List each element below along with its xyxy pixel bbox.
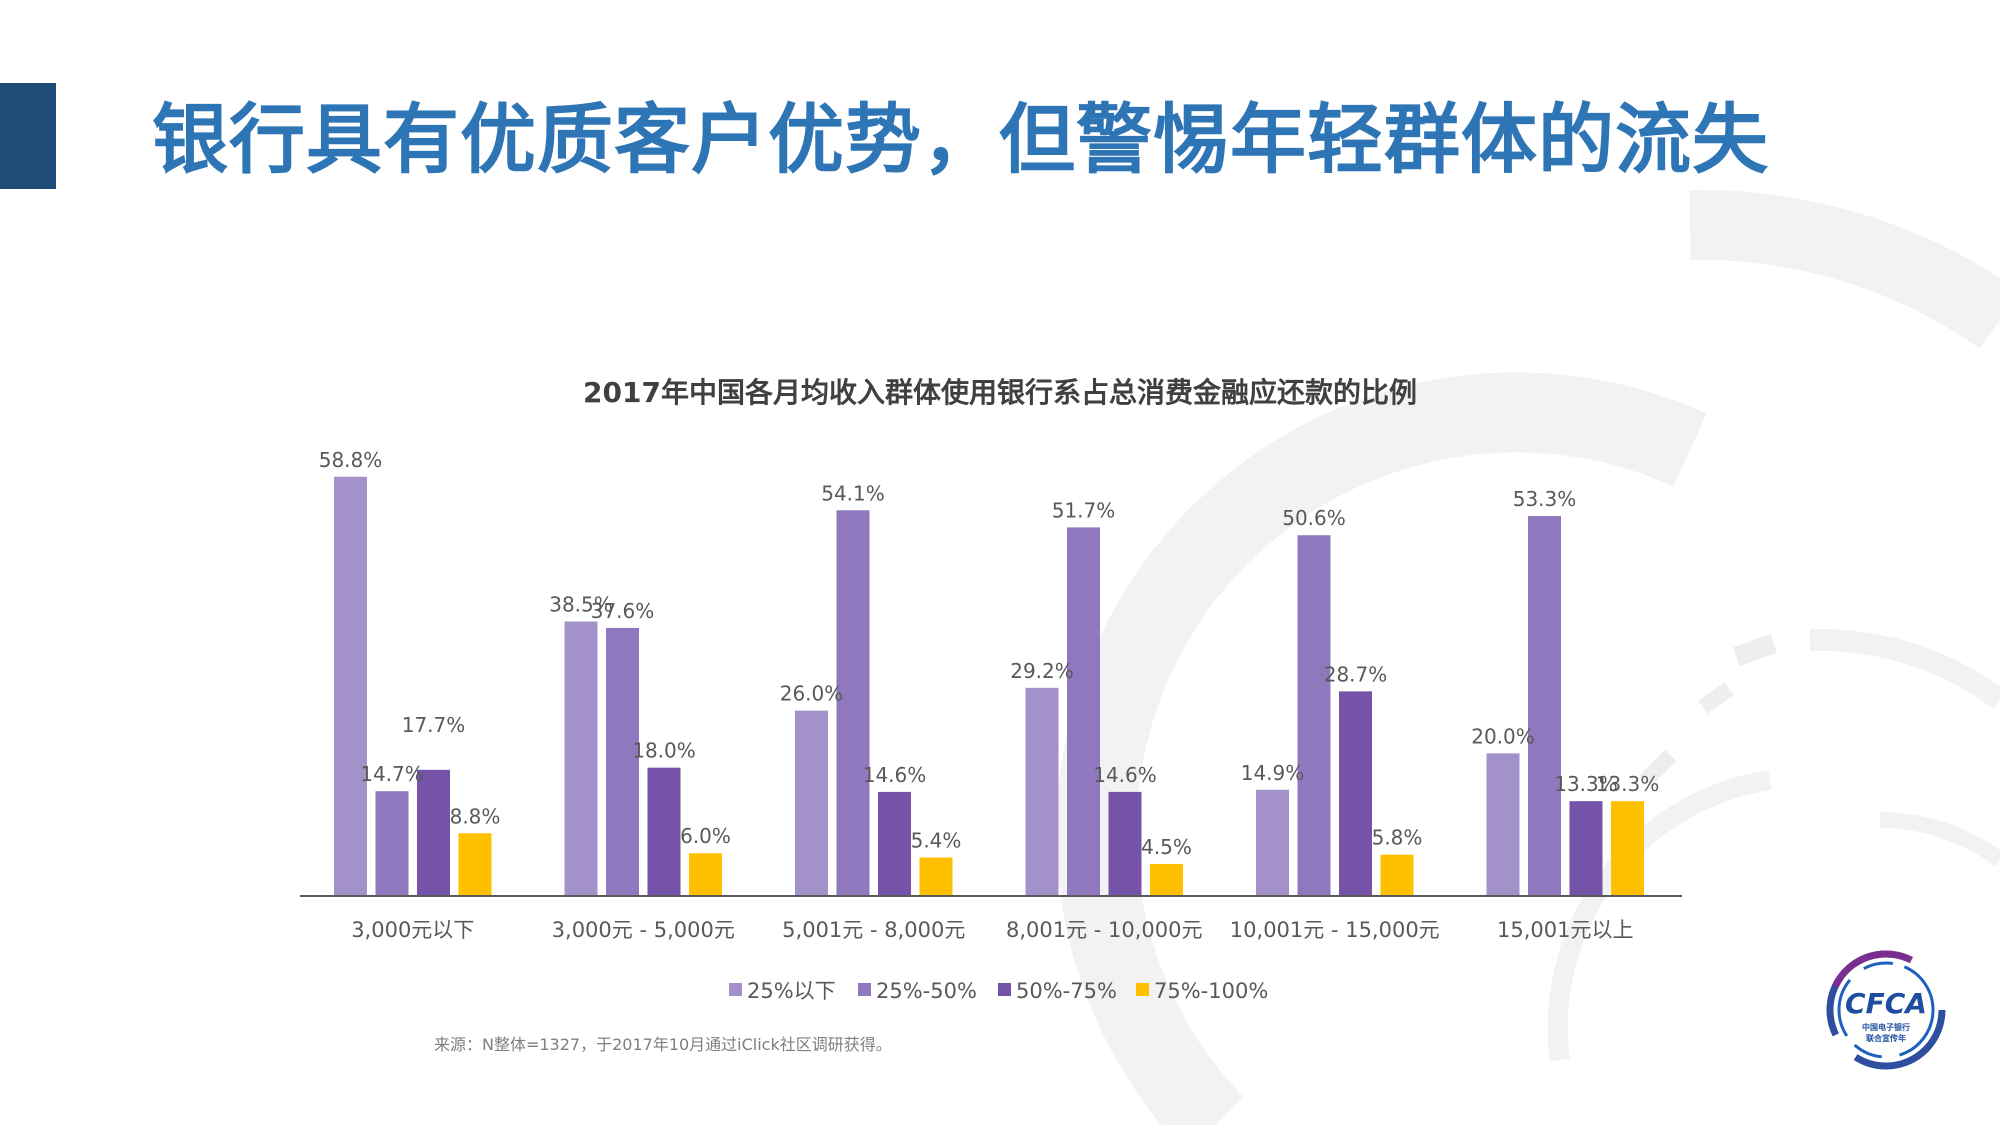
bar-0-5 (1486, 753, 1520, 896)
data-labels: 58.8% 14.7% 17.7% 8.8% 38.5%37.6% 18.0% 6.0% 26… (319, 448, 1660, 859)
category-label-1: 3,000元 - 5,000元 (552, 918, 735, 942)
legend-swatch-2 (998, 983, 1011, 996)
source-note: 来源：N整体=1327，于2017年10月通过iClick社区调研获得。 (434, 1035, 892, 1054)
bar-2-3 (1108, 791, 1142, 896)
data-label-1-1: 37.6% (591, 599, 655, 623)
data-label-1-0: 14.7% (360, 762, 424, 786)
bar-1-1 (606, 627, 639, 896)
legend: 25%以下 25%-50% 50%-75% 75%-100% (729, 979, 1268, 1003)
logo-subtext-1: 中国电子银行 (1862, 1022, 1910, 1032)
data-label-2-3: 14.6% (1093, 763, 1157, 787)
data-label-3-5: 13.3% (1596, 772, 1660, 796)
bar-3-2 (919, 857, 953, 896)
bar-1-4 (1297, 535, 1331, 896)
bar-2-0 (417, 769, 450, 896)
bar-1-5 (1528, 515, 1561, 896)
bar-0-0 (334, 476, 367, 896)
bar-3-5 (1611, 801, 1644, 896)
legend-swatch-0 (729, 983, 742, 996)
legend-label-2: 50%-75% (1016, 979, 1117, 1003)
bar-2-2 (878, 791, 911, 896)
chart-title: 2017年中国各月均收入群体使用银行系占总消费金融应还款的比例 (583, 376, 1417, 409)
data-label-3-1: 6.0% (680, 824, 731, 848)
bar-3-1 (689, 853, 722, 896)
data-label-3-3: 4.5% (1141, 835, 1192, 859)
legend-swatch-1 (858, 983, 871, 996)
bar-1-3 (1067, 527, 1100, 896)
bar-3-0 (458, 833, 492, 896)
data-label-0-4: 14.9% (1241, 761, 1305, 785)
bar-1-0 (375, 791, 409, 896)
data-label-0-0: 58.8% (319, 448, 383, 472)
data-label-2-1: 18.0% (632, 739, 696, 763)
data-label-0-2: 26.0% (780, 682, 844, 706)
data-label-2-0: 17.7% (402, 713, 466, 737)
data-label-1-2: 54.1% (821, 481, 885, 505)
bar-3-3 (1150, 863, 1183, 896)
data-label-1-3: 51.7% (1052, 498, 1116, 522)
bars (334, 476, 1644, 896)
legend-label-3: 75%-100% (1154, 979, 1268, 1003)
data-label-3-2: 5.4% (911, 828, 962, 852)
bar-0-1 (564, 621, 598, 896)
bar-2-1 (647, 767, 681, 896)
legend-label-0: 25%以下 (747, 979, 836, 1003)
bar-2-4 (1339, 691, 1372, 896)
legend-label-1: 25%-50% (876, 979, 977, 1003)
slide-title: 银行具有优质客户优势，但警惕年轻群体的流失 (152, 95, 1769, 184)
cfca-logo: CFCA 中国电子银行 联合宣传年 (1826, 950, 1946, 1070)
category-label-4: 10,001元 - 15,000元 (1230, 918, 1440, 942)
bar-3-4 (1380, 854, 1414, 896)
data-label-3-0: 8.8% (450, 804, 501, 828)
bar-1-2 (836, 510, 870, 896)
category-labels: 3,000元以下 3,000元 - 5,000元 5,001元 - 8,000元 8,… (351, 918, 1633, 942)
category-label-5: 15,001元以上 (1497, 918, 1633, 942)
logo-subtext-2: 联合宣传年 (1866, 1033, 1906, 1043)
data-label-1-4: 50.6% (1282, 506, 1346, 530)
data-label-2-4: 28.7% (1324, 662, 1388, 686)
data-label-0-1: 38.5% (549, 592, 613, 616)
bar-0-3 (1025, 687, 1059, 896)
legend-swatch-3 (1136, 983, 1149, 996)
title-accent-bar (0, 83, 56, 189)
data-label-1-5: 53.3% (1513, 487, 1577, 511)
category-label-2: 5,001元 - 8,000元 (782, 918, 965, 942)
data-label-3-4: 5.8% (1372, 826, 1423, 850)
logo-text: CFCA (1845, 987, 1927, 1020)
data-label-2-5: 13.3% (1554, 772, 1618, 796)
bar-0-2 (795, 710, 828, 896)
bar-0-4 (1256, 789, 1289, 896)
bar-2-5 (1569, 801, 1603, 896)
data-label-0-3: 29.2% (1010, 659, 1074, 683)
category-label-0: 3,000元以下 (351, 918, 474, 942)
data-label-2-2: 14.6% (863, 763, 927, 787)
data-label-0-5: 20.0% (1471, 724, 1535, 748)
category-label-3: 8,001元 - 10,000元 (1006, 918, 1203, 942)
